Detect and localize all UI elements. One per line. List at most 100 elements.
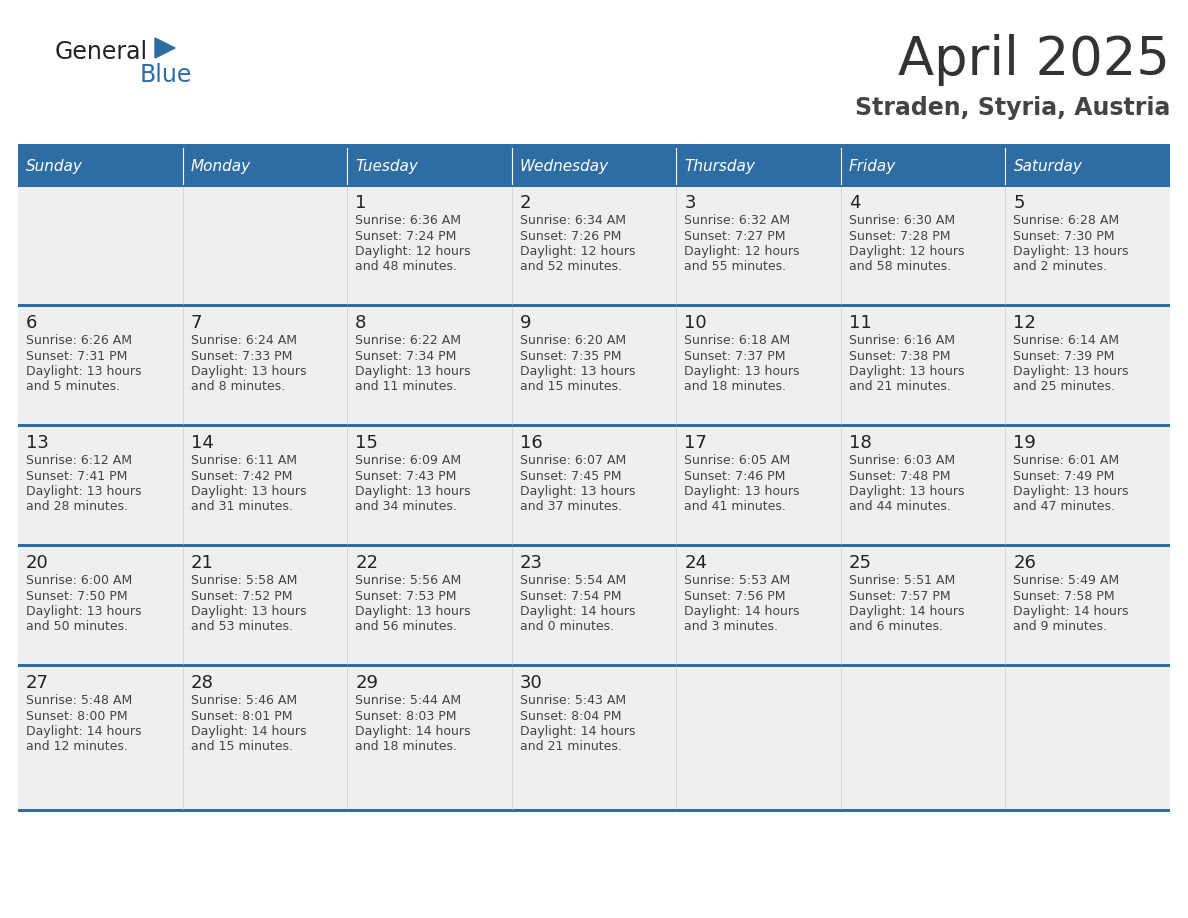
Text: Daylight: 13 hours: Daylight: 13 hours [1013,244,1129,258]
Bar [183,427,347,544]
Text: 26: 26 [1013,554,1036,573]
Text: Sunset: 7:34 PM: Sunset: 7:34 PM [355,350,456,363]
Text: and 56 minutes.: and 56 minutes. [355,620,457,633]
Bar [841,307,1005,424]
Bar [18,809,1170,812]
Text: Sunday: Sunday [26,159,83,174]
Text: Sunrise: 6:28 AM: Sunrise: 6:28 AM [1013,215,1119,228]
Text: Daylight: 14 hours: Daylight: 14 hours [849,604,965,618]
Text: Sunrise: 5:48 AM: Sunrise: 5:48 AM [26,695,132,708]
Text: and 0 minutes.: and 0 minutes. [519,620,614,633]
Text: and 25 minutes.: and 25 minutes. [1013,379,1116,393]
Text: 10: 10 [684,315,707,332]
Bar [512,186,676,304]
Bar [841,186,1005,304]
Bar [18,546,183,664]
Text: Daylight: 13 hours: Daylight: 13 hours [1013,485,1129,498]
Text: and 9 minutes.: and 9 minutes. [1013,620,1107,633]
Text: 13: 13 [26,434,49,453]
Text: Sunrise: 6:36 AM: Sunrise: 6:36 AM [355,215,461,228]
Text: Sunset: 7:58 PM: Sunset: 7:58 PM [1013,589,1116,602]
Bar [841,427,1005,544]
Text: April 2025: April 2025 [898,34,1170,86]
Text: Sunrise: 6:12 AM: Sunrise: 6:12 AM [26,454,132,467]
Bar [512,546,676,664]
Bar [183,307,347,424]
Text: and 41 minutes.: and 41 minutes. [684,499,786,512]
Text: and 8 minutes.: and 8 minutes. [190,379,285,393]
Text: and 44 minutes.: and 44 minutes. [849,499,950,512]
Text: 16: 16 [519,434,543,453]
Bar [18,544,1170,546]
Text: and 28 minutes.: and 28 minutes. [26,499,128,512]
Text: Saturday: Saturday [1013,159,1082,174]
Text: Daylight: 12 hours: Daylight: 12 hours [849,244,965,258]
Bar [18,664,1170,666]
Bar [1005,186,1170,304]
Text: 11: 11 [849,315,872,332]
Text: Sunset: 8:04 PM: Sunset: 8:04 PM [519,710,621,722]
Text: Friday: Friday [849,159,896,174]
Bar [1005,666,1170,809]
Bar [18,307,183,424]
Text: and 31 minutes.: and 31 minutes. [190,499,292,512]
Text: Sunset: 7:28 PM: Sunset: 7:28 PM [849,230,950,242]
Text: and 47 minutes.: and 47 minutes. [1013,499,1116,512]
Bar [18,184,1170,186]
Bar [841,546,1005,664]
Text: 25: 25 [849,554,872,573]
Polygon shape [154,38,175,58]
Text: Sunset: 7:43 PM: Sunset: 7:43 PM [355,469,456,483]
Text: Sunset: 7:27 PM: Sunset: 7:27 PM [684,230,785,242]
Bar [841,148,1005,184]
Bar [512,148,676,184]
Text: Sunset: 8:03 PM: Sunset: 8:03 PM [355,710,456,722]
Bar [512,307,676,424]
Text: Sunset: 7:37 PM: Sunset: 7:37 PM [684,350,785,363]
Bar [676,427,841,544]
Text: and 52 minutes.: and 52 minutes. [519,260,621,273]
Text: Daylight: 13 hours: Daylight: 13 hours [849,364,965,377]
Text: and 15 minutes.: and 15 minutes. [519,379,621,393]
Text: Sunrise: 6:07 AM: Sunrise: 6:07 AM [519,454,626,467]
Text: Sunrise: 5:51 AM: Sunrise: 5:51 AM [849,575,955,588]
Text: Daylight: 13 hours: Daylight: 13 hours [519,364,636,377]
Bar [183,148,347,184]
Bar [676,666,841,809]
Bar [18,666,183,809]
Bar [183,186,347,304]
Text: and 12 minutes.: and 12 minutes. [26,740,128,753]
Text: Sunrise: 6:09 AM: Sunrise: 6:09 AM [355,454,461,467]
Bar [18,424,1170,427]
Text: and 15 minutes.: and 15 minutes. [190,740,292,753]
Text: Sunrise: 5:49 AM: Sunrise: 5:49 AM [1013,575,1119,588]
Text: Sunrise: 6:05 AM: Sunrise: 6:05 AM [684,454,790,467]
Text: 14: 14 [190,434,214,453]
Bar [18,304,1170,307]
Text: and 18 minutes.: and 18 minutes. [684,379,786,393]
Bar [676,186,841,304]
Text: General: General [55,40,148,64]
Text: Sunrise: 6:20 AM: Sunrise: 6:20 AM [519,334,626,348]
Text: Sunrise: 6:14 AM: Sunrise: 6:14 AM [1013,334,1119,348]
Text: 22: 22 [355,554,378,573]
Text: 28: 28 [190,675,214,692]
Text: 9: 9 [519,315,531,332]
Text: Sunset: 7:30 PM: Sunset: 7:30 PM [1013,230,1114,242]
Text: and 58 minutes.: and 58 minutes. [849,260,950,273]
Text: and 3 minutes.: and 3 minutes. [684,620,778,633]
Text: 8: 8 [355,315,367,332]
Text: 18: 18 [849,434,872,453]
Bar [347,427,512,544]
Text: Sunset: 7:54 PM: Sunset: 7:54 PM [519,589,621,602]
Text: 23: 23 [519,554,543,573]
Bar [183,666,347,809]
Text: Daylight: 13 hours: Daylight: 13 hours [1013,364,1129,377]
Text: Straden, Styria, Austria: Straden, Styria, Austria [854,96,1170,120]
Text: and 34 minutes.: and 34 minutes. [355,499,457,512]
Bar [18,148,183,184]
Text: Sunrise: 6:30 AM: Sunrise: 6:30 AM [849,215,955,228]
Text: and 21 minutes.: and 21 minutes. [519,740,621,753]
Text: Sunset: 7:49 PM: Sunset: 7:49 PM [1013,469,1114,483]
Text: Sunrise: 5:56 AM: Sunrise: 5:56 AM [355,575,461,588]
